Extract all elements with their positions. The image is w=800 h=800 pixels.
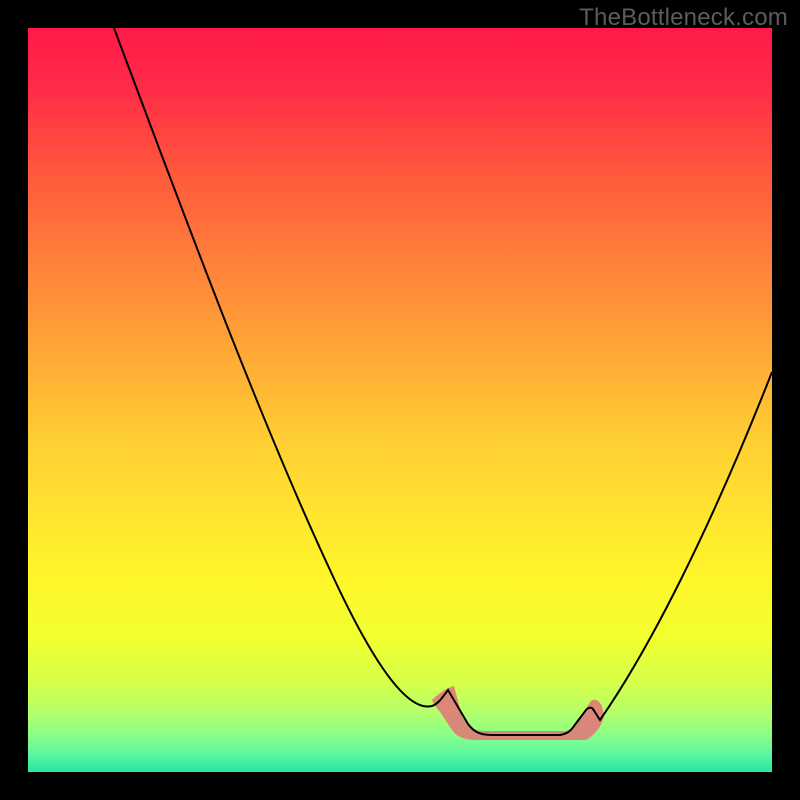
plot-background xyxy=(28,28,772,772)
chart-frame: TheBottleneck.com xyxy=(0,0,800,800)
watermark-text: TheBottleneck.com xyxy=(579,4,788,32)
bottleneck-curve-chart xyxy=(0,0,800,800)
